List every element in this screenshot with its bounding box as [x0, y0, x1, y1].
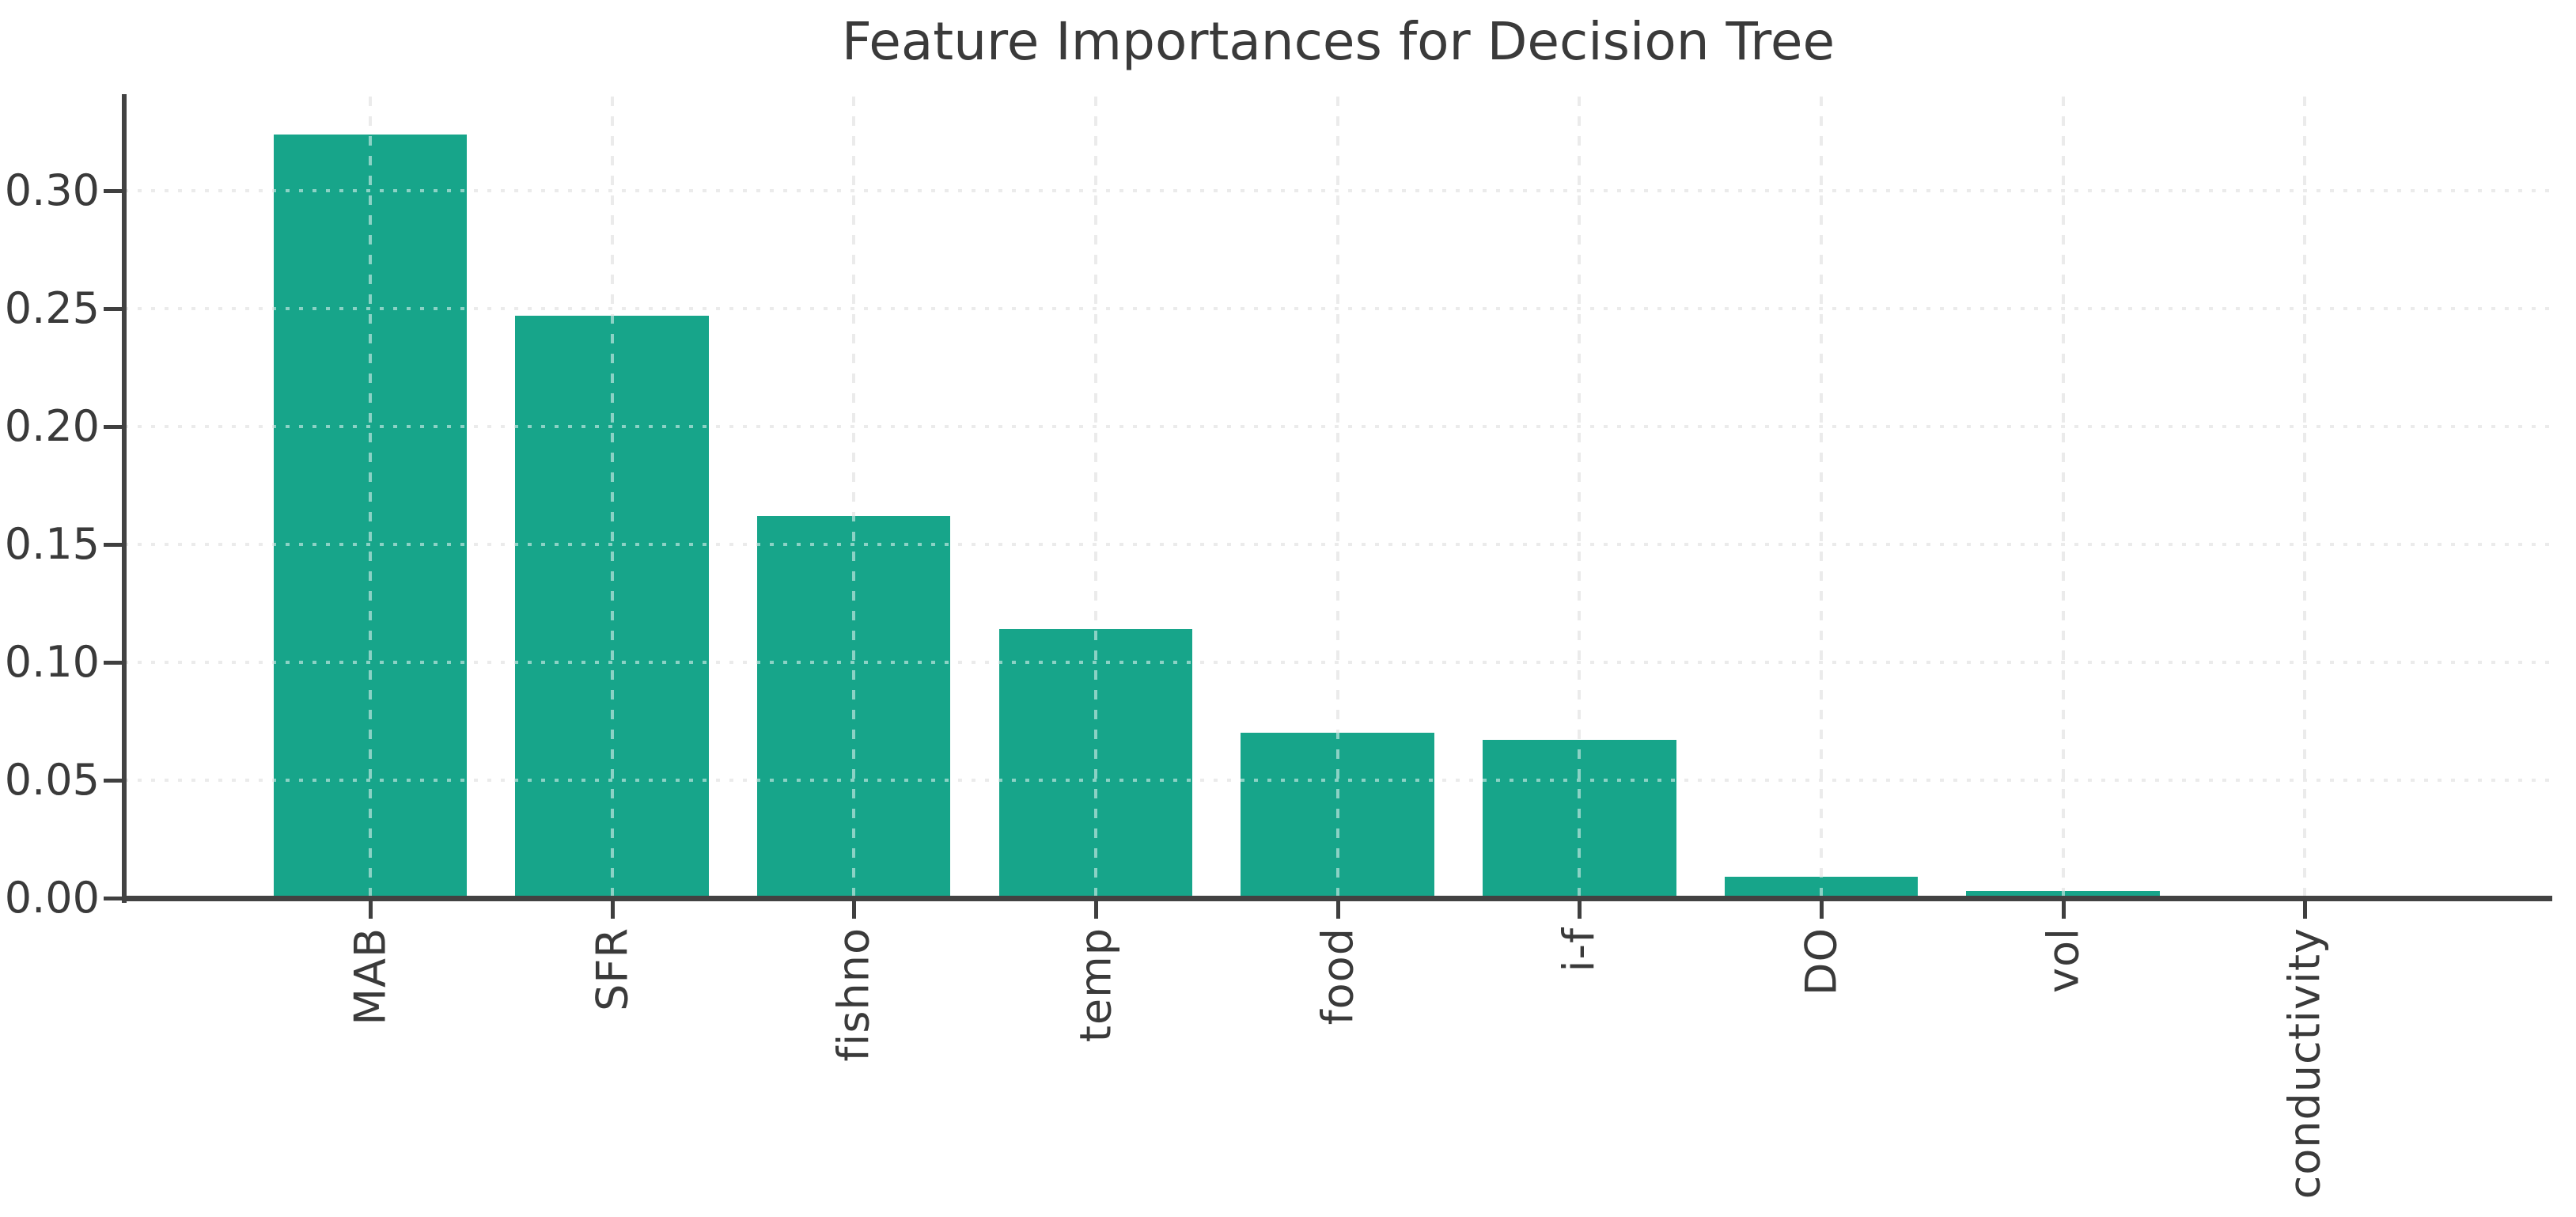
x-tick-label-text: SFR — [587, 927, 638, 1011]
v-gridline — [1335, 97, 1339, 898]
x-tick-label-DO: DO — [1796, 927, 1846, 995]
y-tick — [104, 661, 123, 665]
chart-title: Feature Importances for Decision Tree — [841, 11, 1835, 72]
x-tick-label-text: MAB — [345, 927, 396, 1026]
v-gridline — [368, 97, 372, 898]
y-tick-label: 0.15 — [4, 519, 100, 570]
x-tick-label-text: temp — [1070, 927, 1121, 1043]
x-tick-label-conductivity: conductivity — [2280, 927, 2330, 1199]
x-tick-label-i-f: i-f — [1555, 927, 1604, 972]
x-tick-label-vol: vol — [2038, 927, 2088, 993]
x-tick — [852, 900, 857, 919]
y-tick — [104, 307, 123, 312]
x-tick-label-text: vol — [2038, 927, 2089, 993]
v-gridline — [852, 97, 856, 898]
y-tick — [104, 543, 123, 548]
v-gridline — [2061, 97, 2065, 898]
y-tick — [104, 779, 123, 783]
y-tick — [104, 189, 123, 194]
v-gridline — [610, 97, 614, 898]
y-tick-label: 0.20 — [4, 401, 100, 452]
y-tick-label: 0.30 — [4, 165, 100, 216]
x-tick-label-SFR: SFR — [587, 927, 637, 1011]
x-tick-label-text: DO — [1796, 927, 1847, 996]
x-tick-label-food: food — [1313, 927, 1362, 1025]
v-gridline — [1578, 97, 1582, 898]
y-tick — [104, 897, 123, 900]
x-tick — [610, 900, 615, 919]
x-tick — [1093, 900, 1098, 919]
x-tick — [2061, 900, 2066, 919]
x-tick-label-text: fishno — [828, 927, 879, 1062]
y-tick-label: 0.00 — [4, 873, 100, 923]
v-gridline — [1093, 97, 1097, 898]
x-tick — [1819, 900, 1824, 919]
x-tick — [368, 900, 373, 919]
y-tick-label: 0.25 — [4, 283, 100, 334]
y-tick-label: 0.05 — [4, 755, 100, 806]
v-gridline — [1819, 97, 1823, 898]
y-tick-label: 0.10 — [4, 637, 100, 688]
x-tick — [1578, 900, 1582, 919]
x-tick-label-text: food — [1313, 927, 1363, 1026]
x-tick-label-text: conductivity — [2279, 927, 2330, 1200]
x-tick-label-fishno: fishno — [829, 927, 879, 1062]
x-tick-label-temp: temp — [1070, 927, 1120, 1042]
y-tick — [104, 425, 123, 430]
x-tick-label-text: i-f — [1554, 927, 1604, 972]
x-tick — [2303, 900, 2308, 919]
x-axis-line — [122, 896, 2552, 901]
x-tick — [1335, 900, 1340, 919]
v-gridline — [2303, 97, 2307, 898]
x-tick-label-MAB: MAB — [345, 927, 395, 1026]
y-axis-line — [122, 94, 127, 903]
